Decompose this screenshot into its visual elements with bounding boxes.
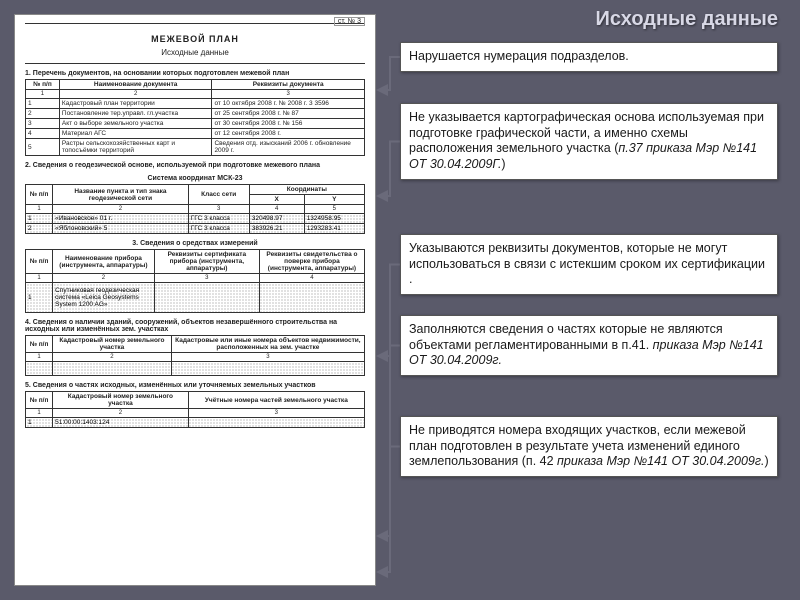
doc-table4: № п/п Кадастровый номер земельного участ… <box>25 335 365 376</box>
doc-sec3: 3. Сведения о средствах измерений <box>25 240 365 247</box>
doc-sec4: 4. Сведения о наличии зданий, сооружений… <box>25 319 365 333</box>
doc-table5: № п/п Кадастровый номер земельного участ… <box>25 391 365 428</box>
page-title: Исходные данные <box>595 8 778 31</box>
doc-table3: № п/п Наименование прибора (инструмента,… <box>25 249 365 313</box>
doc-h1: МЕЖЕВОЙ ПЛАН <box>25 34 365 44</box>
callout-c2: Не указывается картографическая основа и… <box>400 103 778 180</box>
doc-h2: Исходные данные <box>25 48 365 57</box>
doc-sec2: 2. Сведения о геодезической основе, испо… <box>25 162 365 169</box>
doc-sec5: 5. Сведения о частях исходных, изменённы… <box>25 382 365 389</box>
doc-sec1: 1. Перечень документов, на основании кот… <box>25 70 365 77</box>
document-preview: ст. № 3 МЕЖЕВОЙ ПЛАН Исходные данные 1. … <box>14 14 376 586</box>
callout-c5: Не приводятся номера входящих участков, … <box>400 416 778 477</box>
doc-sec2-sub: Система координат МСК-23 <box>25 175 365 182</box>
doc-table1: № п/п Наименование документа Реквизиты д… <box>25 79 365 156</box>
callout-c3: Указываются реквизиты документов, которы… <box>400 234 778 295</box>
doc-tag: ст. № 3 <box>334 17 365 26</box>
callout-c1: Нарушается нумерация подразделов. <box>400 42 778 72</box>
doc-table2: № п/п Название пункта и тип знака геодез… <box>25 184 365 234</box>
callout-c4: Заполняются сведения о частях которые не… <box>400 315 778 376</box>
